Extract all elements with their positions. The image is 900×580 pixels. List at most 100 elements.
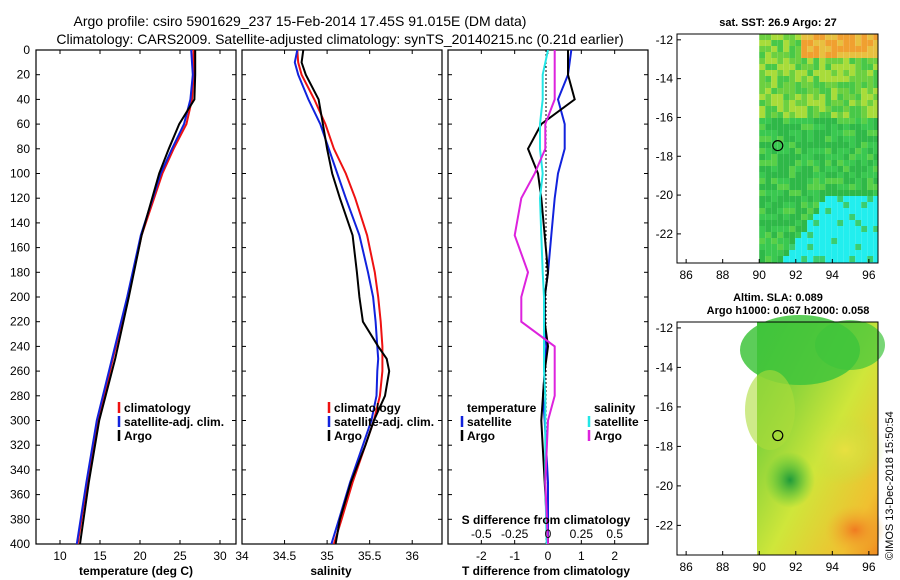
sst-cell xyxy=(789,220,796,226)
sst-cell xyxy=(861,184,868,190)
sst-cell xyxy=(771,118,778,124)
map-x-tick-label: 94 xyxy=(826,560,840,574)
sst-cell xyxy=(777,244,784,250)
sst-cell xyxy=(819,46,826,52)
sst-cell xyxy=(873,154,878,160)
sst-cell xyxy=(849,250,856,256)
sst-cell xyxy=(843,88,850,94)
sla-heatmap xyxy=(740,315,885,555)
sst-cell xyxy=(843,148,850,154)
sst-cell xyxy=(831,94,838,100)
sst-cell xyxy=(861,196,868,202)
sst-cell xyxy=(765,226,772,232)
sst-cell xyxy=(819,118,826,124)
sst-cell xyxy=(867,136,874,142)
sst-cell xyxy=(861,232,868,238)
sst-cell xyxy=(843,226,850,232)
sst-cell xyxy=(867,130,874,136)
sst-cell xyxy=(771,58,778,64)
sst-cell xyxy=(849,100,856,106)
sst-cell xyxy=(831,64,838,70)
sst-cell xyxy=(831,106,838,112)
sst-cell xyxy=(777,88,784,94)
sst-cell xyxy=(783,52,790,58)
sst-cell xyxy=(771,34,778,40)
sst-cell xyxy=(759,82,766,88)
sst-cell xyxy=(855,238,862,244)
sst-cell xyxy=(861,166,868,172)
sst-cell xyxy=(777,100,784,106)
sst-cell xyxy=(837,166,844,172)
sst-cell xyxy=(771,196,778,202)
sst-cell xyxy=(855,178,862,184)
sst-cell xyxy=(843,220,850,226)
difference-legend: temperature salinity satellite Argo sate… xyxy=(460,401,639,443)
watermark: ©IMOS 13-Dec-2018 15:50:54 xyxy=(884,411,896,560)
legend-climatology: climatology xyxy=(334,401,401,415)
salinity-plot-frame xyxy=(241,49,443,545)
sst-cell xyxy=(771,184,778,190)
sst-cell xyxy=(837,64,844,70)
sst-cell xyxy=(843,202,850,208)
sst-cell xyxy=(831,154,838,160)
sst-cell xyxy=(783,244,790,250)
sst-cell xyxy=(873,244,878,250)
legend-t-argo: Argo xyxy=(467,429,495,443)
sst-cell xyxy=(807,196,814,202)
sst-cell xyxy=(759,208,766,214)
sst-cell xyxy=(801,64,808,70)
sst-cell xyxy=(825,130,832,136)
sst-cell xyxy=(789,52,796,58)
x-tick-label: 35 xyxy=(320,549,334,563)
sst-cell xyxy=(861,100,868,106)
sst-cell xyxy=(819,172,826,178)
sst-cell xyxy=(807,40,814,46)
sst-cell xyxy=(855,34,862,40)
sst-cell xyxy=(861,250,868,256)
sst-cell xyxy=(867,112,874,118)
sst-cell xyxy=(843,82,850,88)
sst-cell xyxy=(825,250,832,256)
sst-cell xyxy=(765,142,772,148)
sst-cell xyxy=(759,52,766,58)
sst-cell xyxy=(759,256,766,262)
sst-cell xyxy=(861,70,868,76)
sst-cell xyxy=(813,256,820,262)
sst-cell xyxy=(807,130,814,136)
sst-cell xyxy=(789,124,796,130)
sst-cell xyxy=(771,88,778,94)
sst-cell xyxy=(861,142,868,148)
sst-cell xyxy=(843,34,850,40)
sst-cell xyxy=(825,184,832,190)
legend-s-argo: Argo xyxy=(594,429,622,443)
map-x-tick-label: 96 xyxy=(862,268,876,282)
sst-cell xyxy=(831,100,838,106)
sst-cell xyxy=(795,196,802,202)
depth-tick-label: 60 xyxy=(17,117,31,131)
sst-cell xyxy=(789,34,796,40)
map-x-tick-label: 94 xyxy=(826,268,840,282)
sst-cell xyxy=(843,130,850,136)
sst-cell xyxy=(873,256,878,262)
sst-cell xyxy=(873,214,878,220)
x-tick-label: 34.5 xyxy=(273,549,297,563)
sla-map-axis: 86 88 90 92 94 96 -12 -14 -16 -18 -20 -22 xyxy=(656,321,876,574)
sst-cell xyxy=(765,124,772,130)
map-y-tick-label: -20 xyxy=(656,479,674,493)
sst-cell xyxy=(771,130,778,136)
sst-cell xyxy=(855,250,862,256)
sst-cell xyxy=(759,106,766,112)
sst-cell xyxy=(831,232,838,238)
sst-cell xyxy=(867,100,874,106)
sst-cell xyxy=(813,250,820,256)
sst-cell xyxy=(783,58,790,64)
depth-tick-label: 400 xyxy=(10,537,30,551)
sst-cell xyxy=(801,58,808,64)
sst-cell xyxy=(849,202,856,208)
sst-cell xyxy=(861,94,868,100)
sst-cell xyxy=(873,76,878,82)
sst-cell xyxy=(795,64,802,70)
depth-tick-label: 200 xyxy=(10,290,30,304)
sst-cell xyxy=(801,214,808,220)
sst-cell xyxy=(813,130,820,136)
